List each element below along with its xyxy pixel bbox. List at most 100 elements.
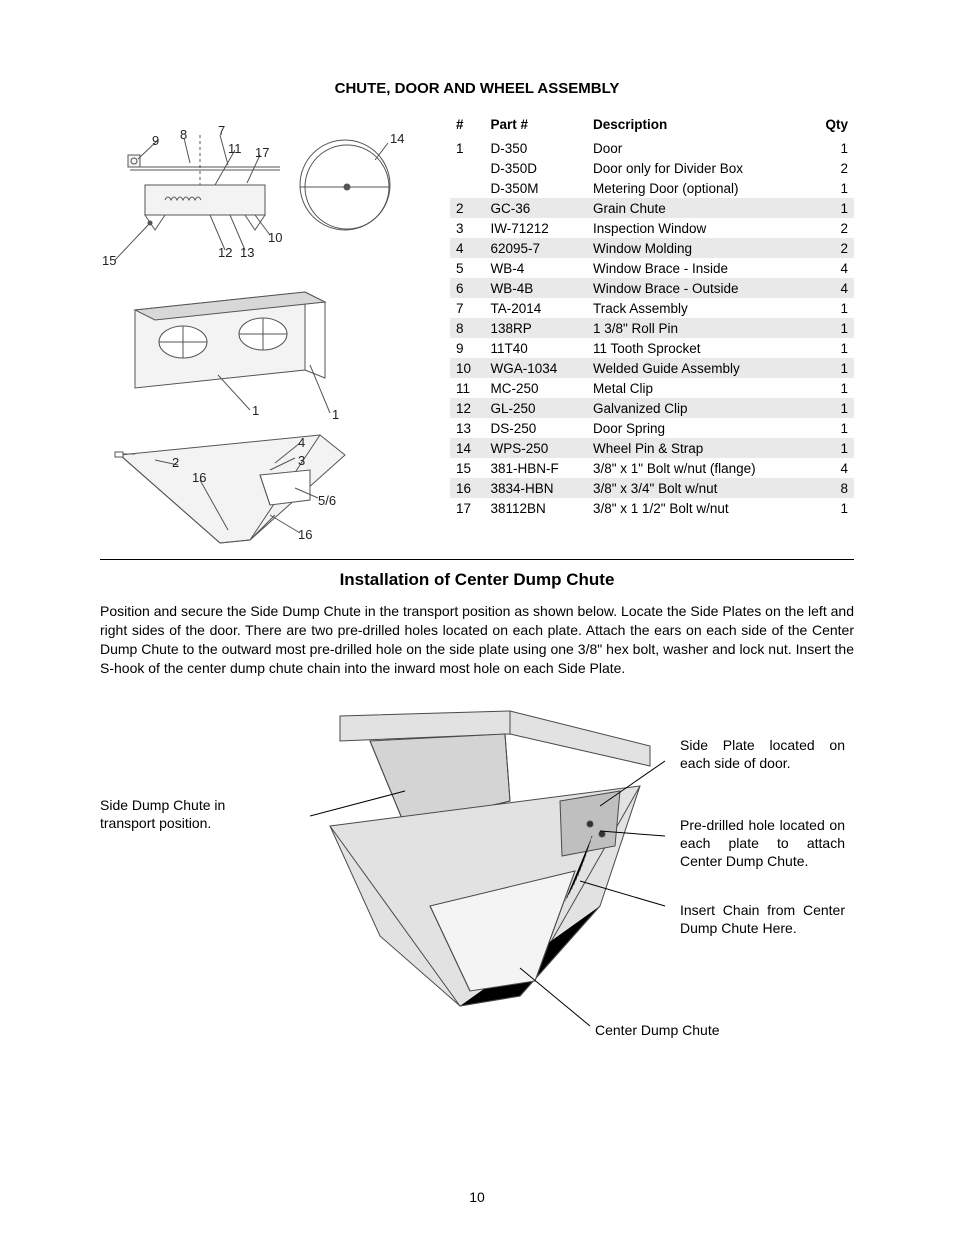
cell-num: 13 <box>450 418 485 438</box>
cell-part: 38112BN <box>485 498 587 518</box>
cell-desc: 11 Tooth Sprocket <box>587 338 810 358</box>
table-row: 911T4011 Tooth Sprocket1 <box>450 338 854 358</box>
cell-desc: Window Brace - Inside <box>587 258 810 278</box>
diagram-label-1a: 1 <box>252 403 259 418</box>
section-heading-1: CHUTE, DOOR AND WHEEL ASSEMBLY <box>100 80 854 97</box>
diagram-label-56: 5/6 <box>318 493 336 508</box>
parts-table-header-row: # Part # Description Qty <box>450 115 854 138</box>
cell-part: TA-2014 <box>485 298 587 318</box>
cell-num <box>450 178 485 198</box>
table-row: 5WB-4Window Brace - Inside4 <box>450 258 854 278</box>
cell-part: D-350M <box>485 178 587 198</box>
cell-part: 381-HBN-F <box>485 458 587 478</box>
diagram-label-8: 8 <box>180 127 187 142</box>
cell-desc: Galvanized Clip <box>587 398 810 418</box>
diagram-label-11: 11 <box>228 141 242 156</box>
cell-desc: Grain Chute <box>587 198 810 218</box>
col-qty: Qty <box>810 115 854 138</box>
cell-desc: Door only for Divider Box <box>587 158 810 178</box>
cell-desc: Window Molding <box>587 238 810 258</box>
page: CHUTE, DOOR AND WHEEL ASSEMBLY <box>0 0 954 1235</box>
table-row: D-350MMetering Door (optional)1 <box>450 178 854 198</box>
cell-num: 14 <box>450 438 485 458</box>
cell-num: 10 <box>450 358 485 378</box>
cell-num: 12 <box>450 398 485 418</box>
cell-part: WPS-250 <box>485 438 587 458</box>
cell-num: 11 <box>450 378 485 398</box>
cell-qty: 1 <box>810 338 854 358</box>
callout-pre-drilled: Pre-drilled hole located on each plate t… <box>680 816 845 871</box>
cell-part: D-350D <box>485 158 587 178</box>
diagram-label-17: 17 <box>255 145 269 160</box>
callout-side-dump: Side Dump Chute in transport position. <box>100 796 270 832</box>
diagram-label-16a: 16 <box>192 470 206 485</box>
installation-paragraph: Position and secure the Side Dump Chute … <box>100 602 854 678</box>
table-row: 1D-350Door1 <box>450 138 854 158</box>
diagram-label-4: 4 <box>298 435 305 450</box>
cell-part: DS-250 <box>485 418 587 438</box>
diagram-label-15: 15 <box>102 253 116 268</box>
cell-qty: 4 <box>810 258 854 278</box>
table-row: 163834-HBN3/8" x 3/4" Bolt w/nut8 <box>450 478 854 498</box>
diagram-label-12: 12 <box>218 245 232 260</box>
cell-qty: 1 <box>810 178 854 198</box>
assembly-line-drawing <box>100 115 410 555</box>
cell-desc: Door <box>587 138 810 158</box>
cell-desc: Door Spring <box>587 418 810 438</box>
cell-num <box>450 158 485 178</box>
table-row: 15381-HBN-F3/8" x 1" Bolt w/nut (flange)… <box>450 458 854 478</box>
col-num: # <box>450 115 485 138</box>
cell-num: 9 <box>450 338 485 358</box>
cell-qty: 4 <box>810 278 854 298</box>
cell-qty: 1 <box>810 138 854 158</box>
cell-desc: Wheel Pin & Strap <box>587 438 810 458</box>
parts-table-container: # Part # Description Qty 1D-350Door1D-35… <box>450 115 854 545</box>
cell-qty: 1 <box>810 298 854 318</box>
cell-part: 138RP <box>485 318 587 338</box>
table-row: 6WB-4BWindow Brace - Outside4 <box>450 278 854 298</box>
cell-desc: Window Brace - Outside <box>587 278 810 298</box>
cell-part: 3834-HBN <box>485 478 587 498</box>
cell-num: 1 <box>450 138 485 158</box>
cell-num: 3 <box>450 218 485 238</box>
cell-qty: 8 <box>810 478 854 498</box>
cell-part: MC-250 <box>485 378 587 398</box>
cell-qty: 1 <box>810 398 854 418</box>
diagram-label-10: 10 <box>268 230 282 245</box>
cell-desc: Inspection Window <box>587 218 810 238</box>
top-section: 7 8 9 11 17 14 10 12 13 15 1 1 2 4 3 5/6… <box>100 115 854 545</box>
cell-desc: 1 3/8" Roll Pin <box>587 318 810 338</box>
diagram-label-9: 9 <box>152 133 159 148</box>
page-number: 10 <box>0 1189 954 1205</box>
cell-qty: 2 <box>810 158 854 178</box>
cell-part: GC-36 <box>485 198 587 218</box>
cell-qty: 2 <box>810 218 854 238</box>
cell-num: 5 <box>450 258 485 278</box>
cell-num: 6 <box>450 278 485 298</box>
cell-part: 62095-7 <box>485 238 587 258</box>
cell-desc: Metering Door (optional) <box>587 178 810 198</box>
callout-side-plate: Side Plate located on each side of door. <box>680 736 845 772</box>
cell-num: 7 <box>450 298 485 318</box>
cell-num: 4 <box>450 238 485 258</box>
cell-num: 17 <box>450 498 485 518</box>
cell-qty: 1 <box>810 198 854 218</box>
installation-figure: Side Dump Chute in transport position. S… <box>100 706 854 1076</box>
table-row: 13DS-250Door Spring1 <box>450 418 854 438</box>
callout-center-dump: Center Dump Chute <box>595 1021 795 1039</box>
installation-sketch <box>310 706 670 1036</box>
table-row: 462095-7Window Molding2 <box>450 238 854 258</box>
table-row: 14WPS-250Wheel Pin & Strap1 <box>450 438 854 458</box>
diagram-label-2: 2 <box>172 455 179 470</box>
table-row: 1738112BN3/8" x 1 1/2" Bolt w/nut1 <box>450 498 854 518</box>
cell-num: 16 <box>450 478 485 498</box>
table-row: D-350DDoor only for Divider Box2 <box>450 158 854 178</box>
parts-table: # Part # Description Qty 1D-350Door1D-35… <box>450 115 854 518</box>
cell-qty: 1 <box>810 438 854 458</box>
table-row: 3IW-71212Inspection Window2 <box>450 218 854 238</box>
cell-part: WGA-1034 <box>485 358 587 378</box>
cell-part: GL-250 <box>485 398 587 418</box>
table-row: 12GL-250Galvanized Clip1 <box>450 398 854 418</box>
callout-chain: Insert Chain from Center Dump Chute Here… <box>680 901 845 937</box>
cell-qty: 1 <box>810 318 854 338</box>
